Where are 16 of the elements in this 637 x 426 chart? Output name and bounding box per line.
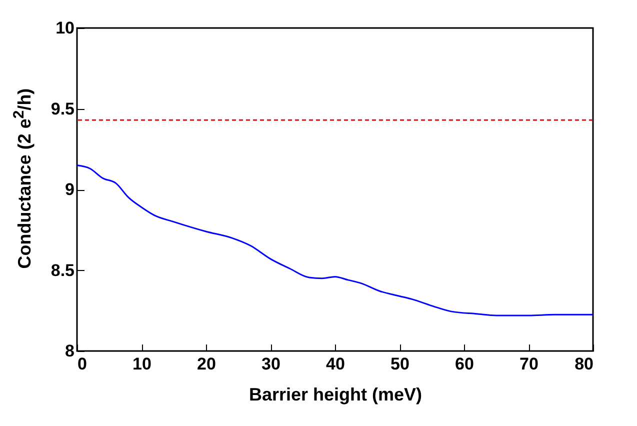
x-tick-label: 0 <box>78 354 87 374</box>
x-tick-label: 10 <box>132 354 152 374</box>
x-tick-label: 40 <box>326 354 345 374</box>
x-tick-label: 20 <box>197 354 216 374</box>
x-tick-label: 80 <box>574 354 594 374</box>
x-tick-label: 30 <box>262 354 280 374</box>
y-tick-label: 9.5 <box>50 99 74 118</box>
line-series <box>76 164 594 316</box>
y-tick-label: 10 <box>56 18 74 38</box>
y-tick-label: 8 <box>65 342 74 360</box>
x-tick-label: 70 <box>520 354 538 374</box>
x-tick-label: 60 <box>455 354 474 374</box>
x-tick-label: 50 <box>390 354 410 374</box>
y-tick-label: 8.5 <box>50 260 74 280</box>
y-tick-label: 9 <box>65 180 74 199</box>
x-axis-title: Barrier height (meV) <box>248 384 422 404</box>
